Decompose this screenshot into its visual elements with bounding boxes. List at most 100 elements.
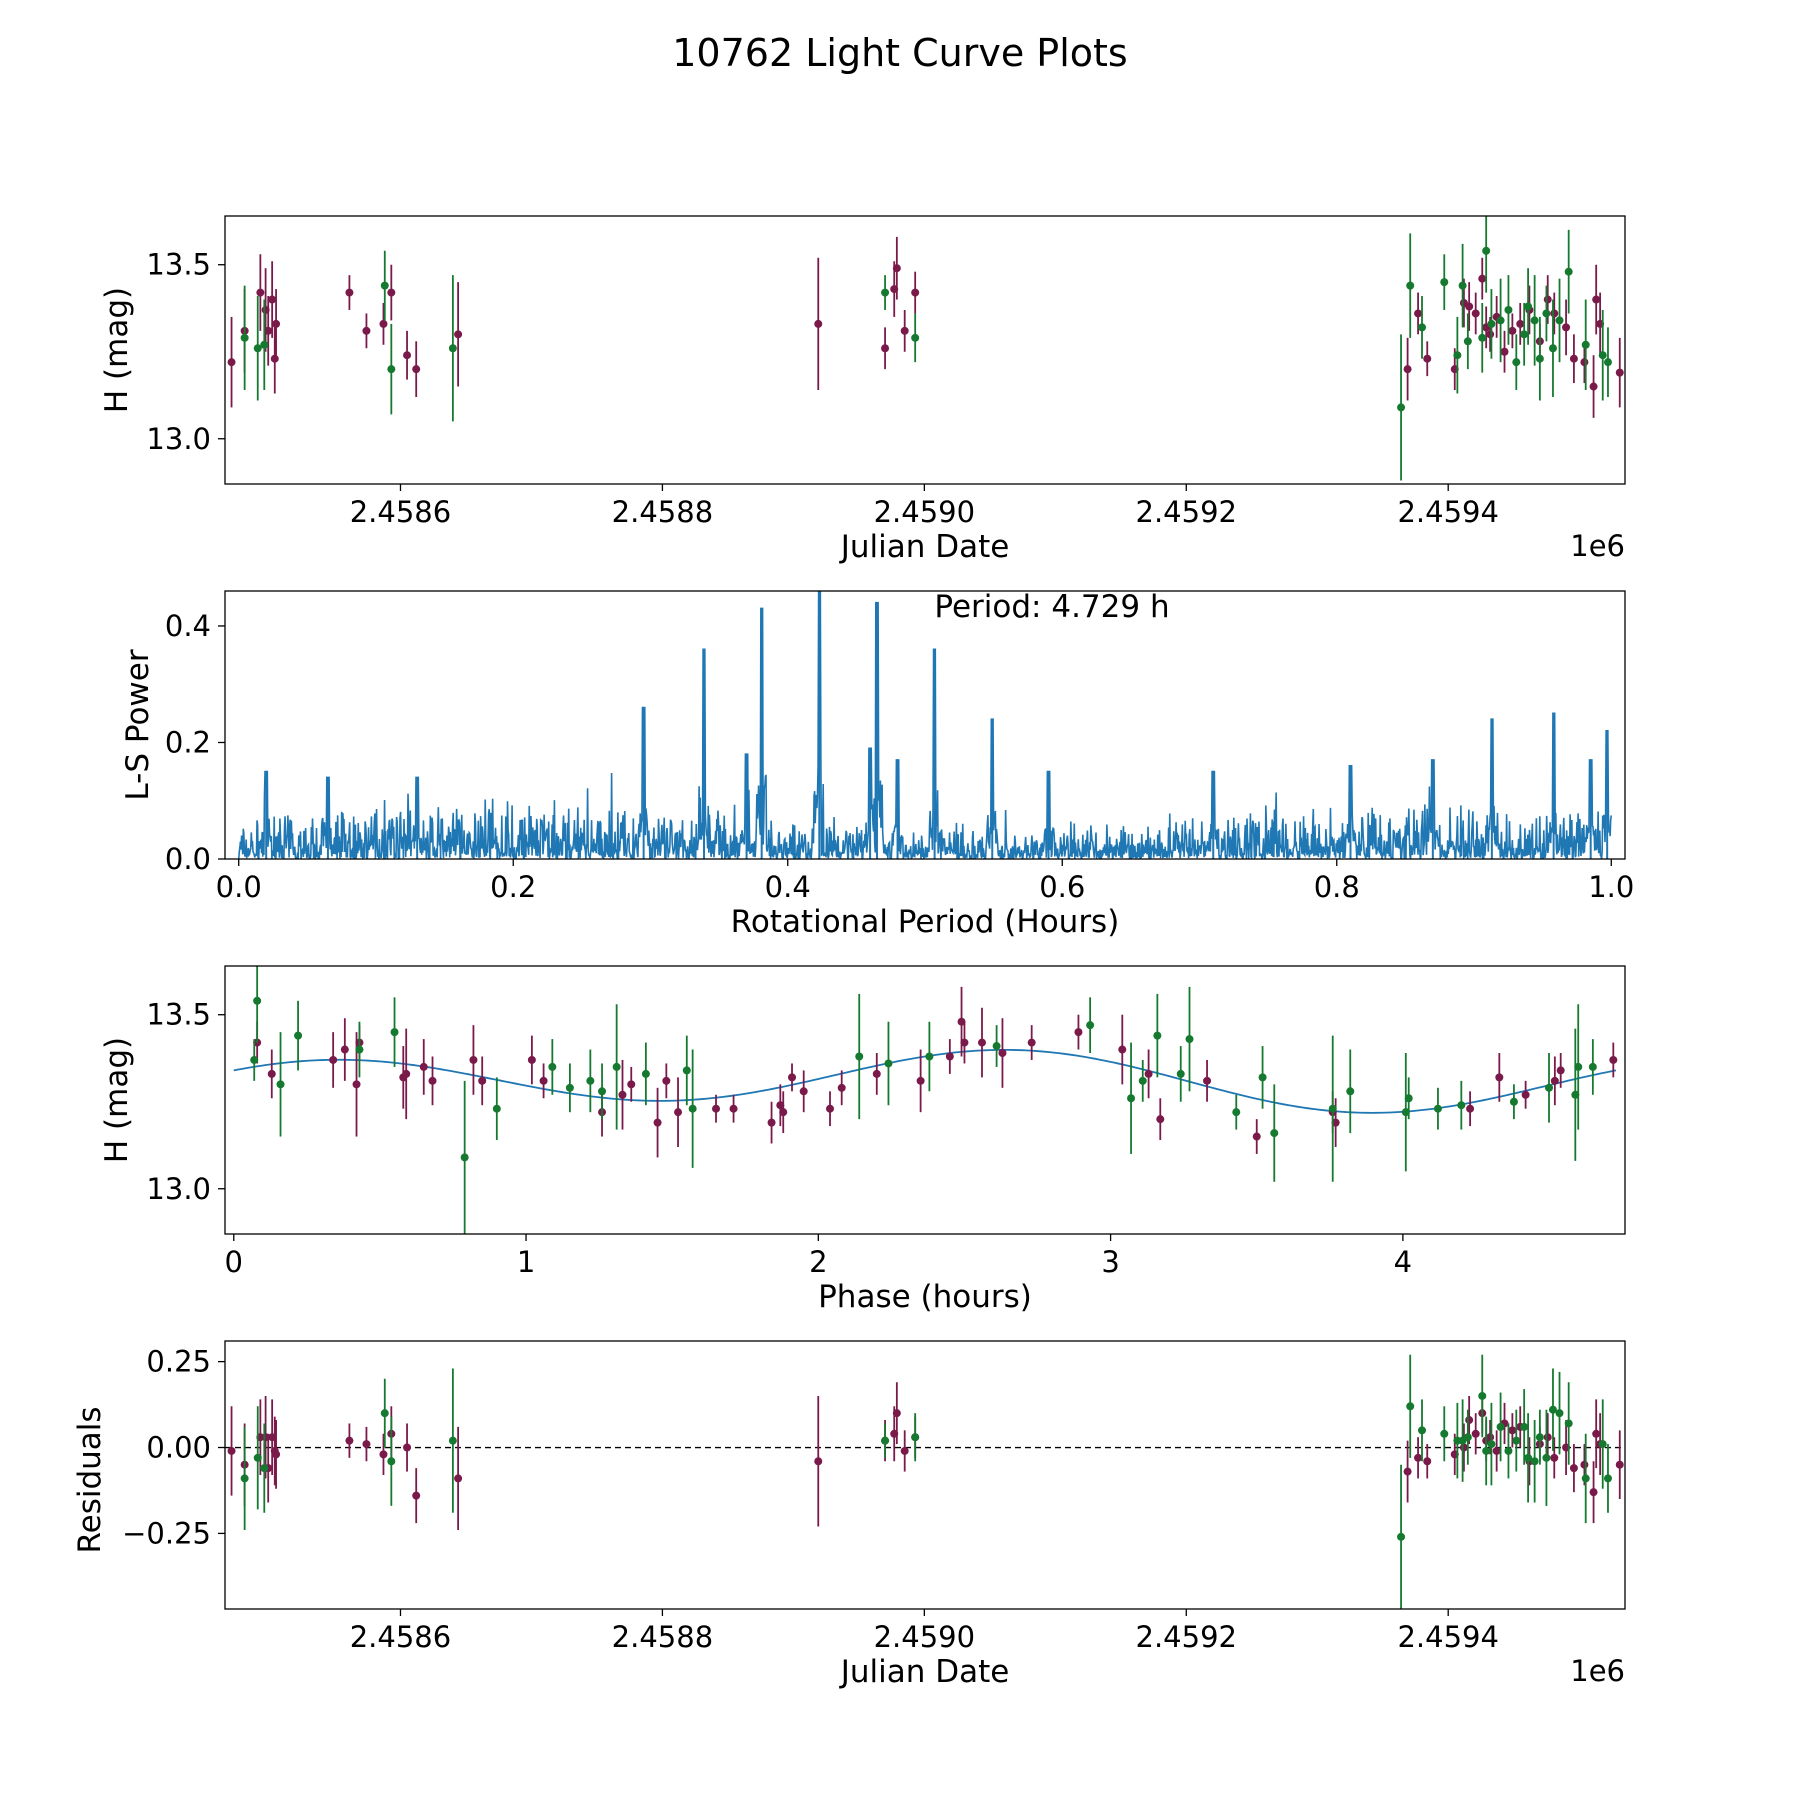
data-point	[1603, 1474, 1612, 1483]
data-point	[900, 1446, 909, 1455]
series-filter-A	[227, 236, 1624, 418]
data-point	[872, 1069, 881, 1078]
data-point	[1086, 1021, 1095, 1030]
data-point	[1176, 1069, 1185, 1078]
data-point	[881, 288, 890, 297]
residuals-marks	[225, 1354, 1625, 1609]
phased-y-axis-label: H (mag)	[99, 1037, 135, 1163]
data-point	[682, 1066, 691, 1075]
data-point	[641, 1069, 650, 1078]
data-point	[1545, 1083, 1554, 1092]
data-point	[1512, 358, 1521, 367]
data-point	[256, 288, 265, 297]
data-point	[1520, 330, 1529, 339]
data-point	[1535, 1433, 1544, 1442]
data-point	[1504, 305, 1513, 314]
data-point	[1550, 1453, 1559, 1462]
data-point	[1504, 1446, 1513, 1455]
data-point	[960, 1038, 969, 1047]
data-point	[448, 344, 457, 353]
residuals-y-tick-label: −0.25	[122, 1516, 211, 1550]
data-point	[539, 1076, 548, 1085]
phased-y-tick-label: 13.0	[146, 1172, 211, 1206]
data-point	[387, 365, 396, 374]
data-point	[1571, 1090, 1580, 1099]
data-point	[268, 295, 277, 304]
periodogram-marks	[237, 591, 1613, 859]
data-point	[799, 1087, 808, 1096]
data-point	[1569, 1464, 1578, 1473]
data-point	[272, 319, 281, 328]
periodogram-x-tick-label: 0.4	[765, 870, 811, 904]
residuals-y-axis-label: Residuals	[72, 1406, 108, 1553]
series-filter-A	[253, 986, 1618, 1158]
series-filter-B	[250, 966, 1597, 1234]
data-point	[1550, 309, 1559, 318]
data-point	[1512, 1436, 1521, 1445]
phased-x-axis-label: Phase (hours)	[818, 1279, 1032, 1315]
data-point	[1270, 1129, 1279, 1138]
data-point	[1403, 365, 1412, 374]
data-point	[1550, 1076, 1559, 1085]
residuals-x-tick-label: 2.4590	[874, 1620, 975, 1654]
periodogram-y-tick-label: 0.0	[165, 842, 211, 876]
series-filter-B	[240, 216, 1612, 481]
data-point	[1232, 1108, 1241, 1117]
data-point	[1581, 1474, 1590, 1483]
data-point	[240, 333, 249, 342]
data-point	[565, 1083, 574, 1092]
data-point	[227, 358, 236, 367]
data-point	[1598, 351, 1607, 360]
data-point	[1346, 1087, 1355, 1096]
data-point	[260, 1464, 269, 1473]
data-point	[1440, 1429, 1449, 1438]
data-point	[1542, 309, 1551, 318]
data-point	[387, 1457, 396, 1466]
data-point	[911, 288, 920, 297]
data-point	[267, 1069, 276, 1078]
data-point	[855, 1052, 864, 1061]
data-point	[1487, 1440, 1496, 1449]
data-point	[260, 340, 269, 349]
data-point	[1414, 309, 1423, 318]
data-point	[294, 1031, 303, 1040]
data-point	[1524, 1453, 1533, 1462]
data-point	[428, 1076, 437, 1085]
panel-periodogram: 0.0 0.2 0.4 0.6 0.8 1.0 0.0 0.2 0.4 Period: 4.72…	[120, 589, 1634, 940]
series-filter-B	[240, 1354, 1612, 1609]
data-point	[1496, 316, 1505, 325]
data-point	[1138, 1076, 1147, 1085]
data-point	[1564, 1419, 1573, 1428]
data-point	[688, 1104, 697, 1113]
data-point	[1414, 1453, 1423, 1462]
data-point	[478, 1076, 487, 1085]
data-point	[345, 1436, 354, 1445]
data-point	[1496, 1422, 1505, 1431]
phased-x-tick-label: 2	[809, 1245, 827, 1279]
data-point	[892, 1409, 901, 1418]
data-point	[1569, 354, 1578, 363]
data-point	[1403, 1467, 1412, 1476]
data-point	[1482, 1446, 1491, 1455]
lightcurve-x-tick-label: 2.4588	[612, 495, 713, 529]
lightcurve-plot-area	[227, 216, 1624, 481]
data-point	[1589, 382, 1598, 391]
lightcurve-x-tick-label: 2.4590	[874, 495, 975, 529]
data-point	[1603, 358, 1612, 367]
data-point	[1465, 302, 1474, 311]
data-point	[1555, 316, 1564, 325]
data-point	[1458, 281, 1467, 290]
periodogram-axes-frame	[224, 590, 1626, 860]
series-filter-A	[227, 1382, 1624, 1530]
data-point	[598, 1087, 607, 1096]
data-point	[1397, 1532, 1406, 1541]
data-point	[618, 1090, 627, 1099]
data-point	[916, 1076, 925, 1085]
phased-x-tick-label: 1	[517, 1245, 535, 1279]
lightcurve-y-tick-label: 13.5	[146, 248, 211, 282]
data-point	[1500, 347, 1509, 356]
data-point	[925, 1052, 934, 1061]
data-point	[1535, 354, 1544, 363]
data-point	[881, 1436, 890, 1445]
